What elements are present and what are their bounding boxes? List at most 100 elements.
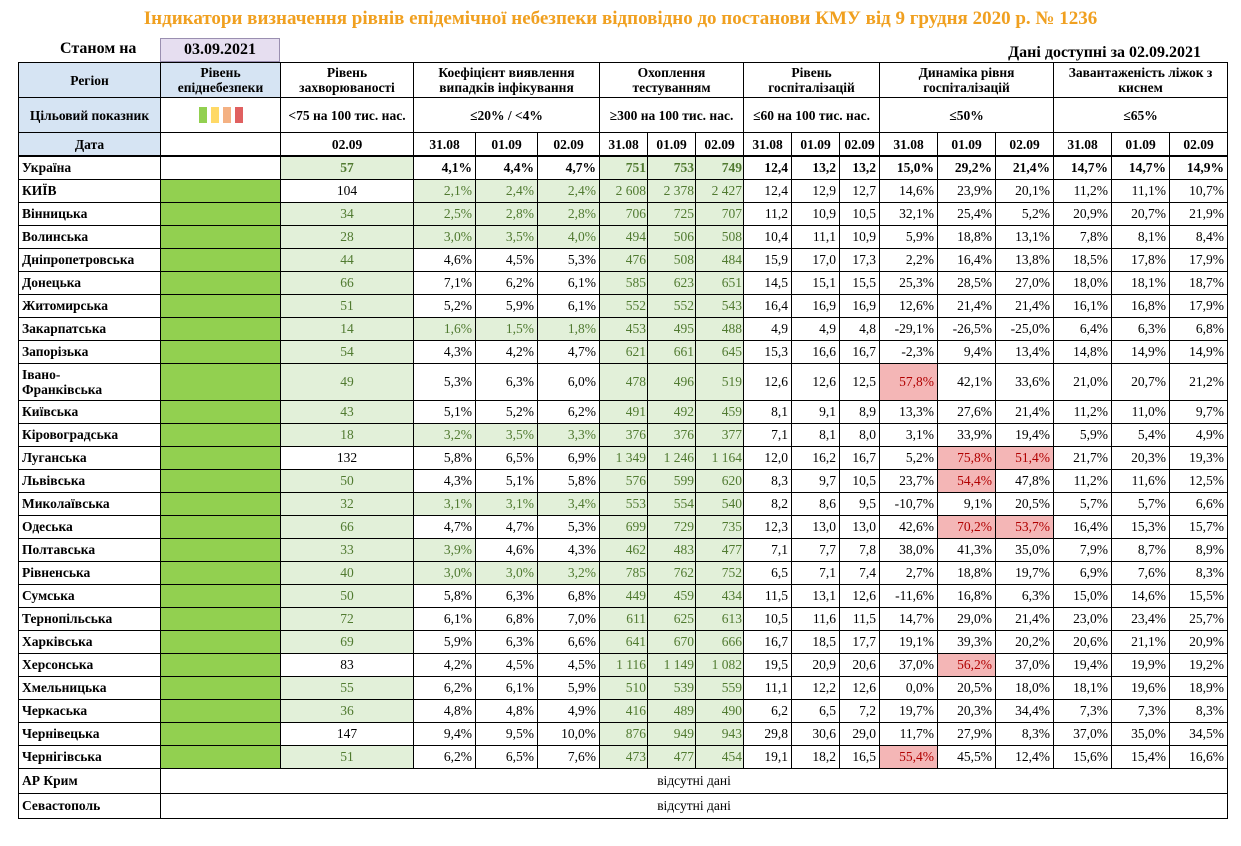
testing-value: 785 [599,561,649,585]
oxygen-beds-value: 4,9% [1169,423,1229,447]
hosp-dynamics-value: 39,3% [937,630,997,654]
testing-value: 449 [599,584,649,608]
incidence-value: 54 [280,340,414,364]
region-name: Волинська [18,225,161,249]
oxygen-beds-value: 6,4% [1053,317,1113,341]
hospitalization-value: 12,0 [743,446,793,470]
hosp-dynamics-value: 21,4% [995,294,1055,318]
detection-value: 5,3% [536,248,601,272]
hosp-dynamics-value: 19,7% [995,561,1055,585]
detection-value: 4,5% [475,653,538,677]
testing-value: 725 [647,202,697,226]
oxygen-beds-value: 8,1% [1111,225,1171,249]
hosp-dynamics-value: 11,7% [879,722,939,746]
oxygen-beds-value: 19,9% [1111,653,1171,677]
hospitalization-value: 12,4 [743,179,793,203]
region-name: Луганська [18,446,161,470]
region-name: Київська [18,400,161,424]
hosp-dynamics-value: 16,8% [937,584,997,608]
detection-value: 5,9% [536,676,601,700]
testing-value: 552 [599,294,649,318]
detection-value: 5,3% [536,515,601,539]
detection-value: 3,2% [413,423,476,447]
detection-value: 9,5% [475,722,538,746]
hospitalization-value: 20,9 [791,653,841,677]
oxygen-beds-value: 16,8% [1111,294,1171,318]
hospitalization-value: 9,5 [839,492,881,516]
hospitalization-value: 10,5 [839,202,881,226]
table-row: Рівненська 40 3,0% 3,0% 3,2% 785 762 752 6,5 7,1 7… [18,561,1229,585]
hosp-dynamics-value: 14,7% [879,607,939,631]
hosp-dynamics-value: 21,4% [937,294,997,318]
hospitalization-value: 13,0 [839,515,881,539]
hosp-dynamics-value: 27,9% [937,722,997,746]
level-swatch [198,106,207,123]
header-oxygen-beds: Завантаженість ліжок з киснем [1053,62,1229,98]
testing-value: 434 [695,584,745,608]
hosp-dynamics-value: 41,3% [937,538,997,562]
testing-value: 508 [647,248,697,272]
table-row: КИЇВ 104 2,1% 2,4% 2,4% 2 608 2 378 2 427 12,4 12… [18,179,1229,203]
oxygen-beds-value: 21,7% [1053,446,1113,470]
hospitalization-value: 16,9 [791,294,841,318]
testing-value: 752 [695,561,745,585]
hosp-dynamics-value: 38,0% [879,538,939,562]
hosp-dynamics-value: 23,7% [879,469,939,493]
testing-value: 377 [695,423,745,447]
region-name: Полтавська [18,538,161,562]
epidemic-level-cell [160,225,281,249]
region-name: Івано- Франківська [18,363,161,401]
hospitalization-value: 12,6 [791,363,841,401]
testing-value: 585 [599,271,649,295]
page-title: Індикатори визначення рівнів епідемічної… [143,8,1098,29]
oxygen-beds-value: 6,9% [1053,561,1113,585]
date-dyn-2: 01.09 [937,132,997,157]
hospitalization-value: 7,2 [839,699,881,723]
epidemic-level-cell [160,423,281,447]
hospitalization-value: 8,6 [791,492,841,516]
header-incidence: Рівень захворюваності [280,62,414,98]
table-row: Чернівецька 147 9,4% 9,5% 10,0% 876 949 943 29,8… [18,722,1229,746]
detection-value: 4,9% [536,699,601,723]
hosp-dynamics-value: 54,4% [937,469,997,493]
oxygen-beds-value: 16,1% [1053,294,1113,318]
hospitalization-value: 12,4 [743,155,793,180]
detection-value: 3,5% [475,225,538,249]
date-oxy-3: 02.09 [1169,132,1229,157]
hosp-dynamics-value: 57,8% [879,363,939,401]
hospitalization-value: 16,4 [743,294,793,318]
hosp-dynamics-value: 33,9% [937,423,997,447]
hospitalization-value: 29,0 [839,722,881,746]
testing-value: 552 [647,294,697,318]
oxygen-beds-value: 14,7% [1053,155,1113,180]
oxygen-beds-value: 8,7% [1111,538,1171,562]
date-det-2: 01.09 [475,132,538,157]
region-name: Житомирська [18,294,161,318]
target-label: Цільовий показник [18,97,161,133]
hospitalization-value: 18,2 [791,745,841,769]
hosp-dynamics-value: 9,4% [937,340,997,364]
testing-value: 496 [647,363,697,401]
table-row: Хмельницька 55 6,2% 6,1% 5,9% 510 539 559 11,1 12… [18,676,1229,700]
table-row: Тернопільська 72 6,1% 6,8% 7,0% 611 625 613 10,5… [18,607,1229,631]
testing-value: 670 [647,630,697,654]
hosp-dynamics-value: 13,8% [995,248,1055,272]
header-row: Регіон Рівень епіднебезпеки Рівень захво… [18,62,1229,98]
detection-value: 2,4% [536,179,601,203]
detection-value: 4,1% [413,155,476,180]
hosp-dynamics-value: 20,5% [995,492,1055,516]
oxygen-beds-value: 20,9% [1169,630,1229,654]
incidence-value: 32 [280,492,414,516]
detection-value: 2,5% [413,202,476,226]
region-name: Харківська [18,630,161,654]
header-detection: Коефіцієнт виявлення випадків інфікуванн… [412,62,601,98]
oxygen-beds-value: 14,7% [1111,155,1171,180]
testing-value: 559 [695,676,745,700]
hospitalization-value: 13,2 [839,155,881,180]
epidemic-level-cell [160,676,281,700]
as-of-label: Станом на [60,40,137,57]
hosp-dynamics-value: 37,0% [995,653,1055,677]
incidence-value: 132 [280,446,414,470]
incidence-value: 57 [280,155,414,180]
oxygen-beds-value: 20,7% [1111,363,1171,401]
